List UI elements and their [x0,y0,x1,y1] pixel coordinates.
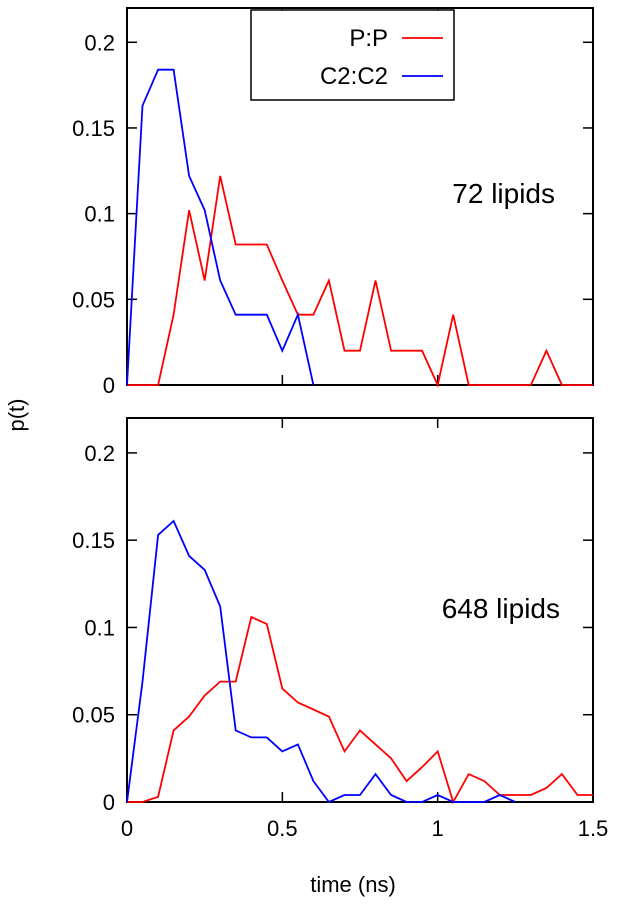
legend-box [250,9,455,101]
legend-label: P:P [349,25,388,52]
x-tick-label: 1.5 [578,816,609,841]
plot-frame [126,7,594,386]
y-tick-label: 0 [103,790,115,815]
panel-648-lipids: 0 0.05 0.1 0.15 0.2 0 0.5 1 1.5 648 lipids time (n… [72,417,609,897]
y-tick-label: 0.15 [72,116,115,141]
legend-label: C2:C2 [320,63,388,90]
plot-frame [126,417,594,803]
shared-y-axis-label: p(t) [4,399,29,432]
series-line-c2-c2 [126,519,516,804]
y-tick-label: 0.1 [84,615,115,640]
x-tick-label: 0.5 [267,816,298,841]
y-tick-label: 0.15 [72,528,115,553]
legend: P:P C2:C2 [250,9,455,101]
panel-annotation: 72 lipids [452,178,555,209]
y-tick-label: 0.1 [84,202,115,227]
y-tick-label: 0.05 [72,703,115,728]
panel-annotation: 648 lipids [442,593,560,624]
x-tick-label: 1 [432,816,444,841]
series-line-p-p [127,175,593,388]
y-tick-label: 0.2 [84,30,115,55]
y-tick-label: 0.05 [72,287,115,312]
x-tick-label: 0 [121,816,133,841]
series-line-c2-c2 [126,68,315,386]
x-axis-label: time (ns) [310,872,396,897]
series-line-p-p [127,615,593,805]
panel-72-lipids: 0 0.05 0.1 0.15 0.2 72 lipids P:P C2:C2 [72,7,594,398]
y-tick-label: 0 [103,373,115,398]
y-tick-label: 0.2 [84,441,115,466]
